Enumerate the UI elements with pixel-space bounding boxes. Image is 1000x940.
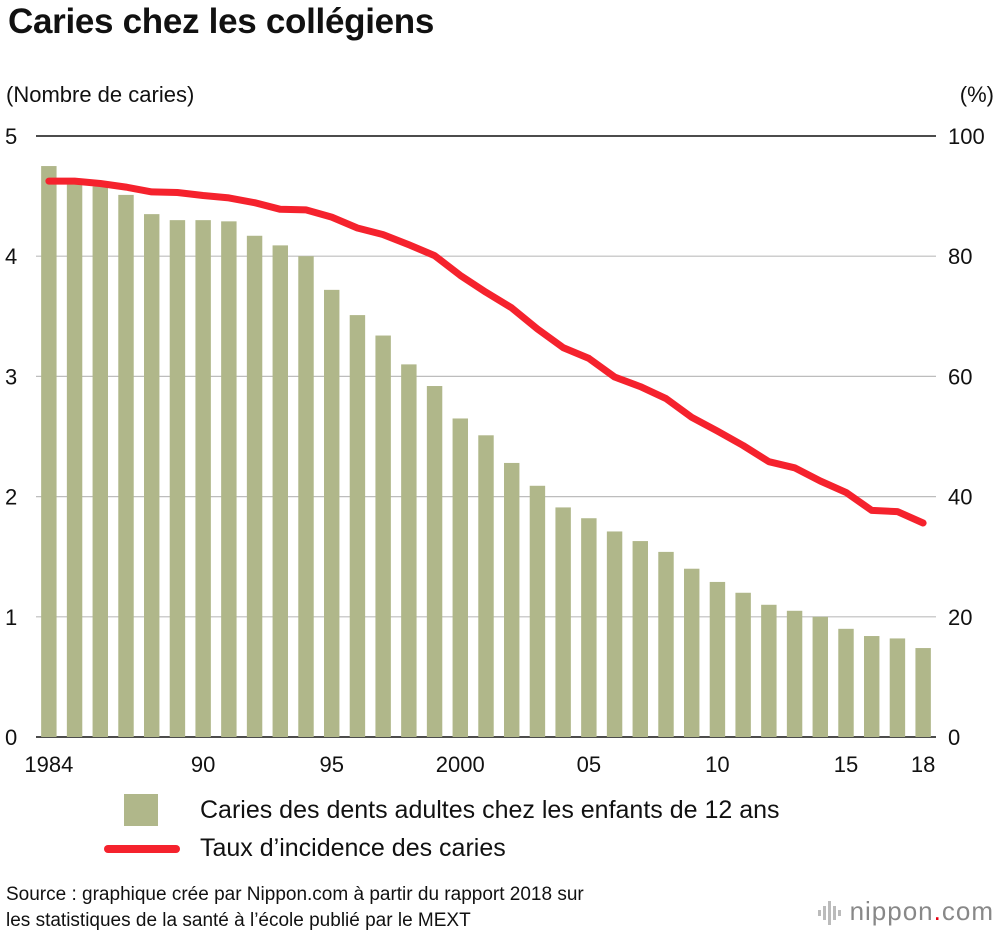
x-tick-label: 05 [577,752,601,777]
x-tick-label: 95 [319,752,343,777]
x-axis: 1984 90 95 2000 05 10 15 18 [24,752,935,777]
bar [349,315,366,737]
y-left-tick-label: 0 [5,725,17,750]
legend-line-label: Taux d’incidence des caries [200,834,506,862]
source-note: Source : graphique crée par Nippon.com à… [6,882,584,934]
bar [606,531,623,737]
legend-line-swatch [104,844,180,853]
bar [761,604,777,737]
bar [118,194,134,737]
y-right-tick-label: 60 [948,364,972,389]
legend-item-bars: Caries des dents adultes chez les enfant… [104,794,780,826]
x-tick-label: 1984 [24,752,73,777]
bar [812,616,828,737]
y-axis-left: 0 1 2 3 4 5 [5,124,17,750]
y-right-tick-label: 0 [948,725,960,750]
y-right-tick-label: 40 [948,485,972,510]
source-line-1: Source : graphique crée par Nippon.com à… [6,884,584,905]
bar [864,636,880,737]
bar [375,335,391,737]
legend-bar-swatch [124,794,158,826]
brand-suffix: .com [934,896,994,926]
brand-name: nippon [849,896,934,926]
brand-icon [817,901,841,926]
y-left-tick-label: 1 [5,605,17,630]
bar [298,256,314,737]
x-tick-label: 15 [834,752,858,777]
brand-logo: nippon.com [817,896,994,927]
bar [581,518,597,737]
source-line-2: les statistiques de la santé à l’école p… [6,910,471,931]
bar [684,568,700,737]
bar [144,214,160,737]
bar [889,638,906,737]
gridlines [36,135,936,738]
bar [92,186,108,737]
bar [221,221,237,738]
bar [246,235,263,738]
legend-item-line: Taux d’incidence des caries [104,834,506,863]
bar [452,418,468,737]
y-axis-right-label: (%) [959,82,994,107]
chart-title: Caries chez les collégiens [8,2,435,41]
bar [786,610,803,737]
bar [838,628,854,737]
bar [426,386,443,737]
x-tick-label: 90 [191,752,215,777]
x-tick-label: 10 [705,752,729,777]
legend-bar-label: Caries des dents adultes chez les enfant… [200,795,780,824]
incidence-line [45,177,927,527]
x-tick-label: 18 [911,752,935,777]
bar [195,220,211,737]
bar [169,220,186,737]
bar [555,507,571,737]
y-left-tick-label: 3 [5,364,17,389]
bar [41,166,57,738]
y-right-tick-label: 20 [948,605,972,630]
brand-com: com [941,896,994,926]
y-right-tick-label: 100 [948,124,985,149]
bar [735,592,751,737]
y-axis-left-label: (Nombre de caries) [6,82,195,107]
bar [915,648,931,737]
y-left-tick-label: 5 [5,124,17,149]
y-right-tick-label: 80 [948,244,972,269]
bar [401,364,417,737]
bar [478,435,494,737]
y-left-tick-label: 4 [5,244,17,269]
line-series [45,177,927,527]
bar [324,289,340,737]
bar [709,581,726,737]
chart-area: 0 1 2 3 4 5 0 20 40 60 80 100 1984 90 95 2000 05 10 15 18 [5,124,985,777]
brand-dot: . [933,896,942,926]
y-left-tick-label: 2 [5,485,17,510]
x-tick-label: 2000 [436,752,485,777]
bar [658,551,674,737]
bar-series [41,166,931,738]
bar [66,180,83,737]
bar [272,245,288,737]
bar [504,462,520,737]
y-axis-right: 0 20 40 60 80 100 [948,124,985,750]
bar [529,485,546,737]
bar [632,541,648,737]
